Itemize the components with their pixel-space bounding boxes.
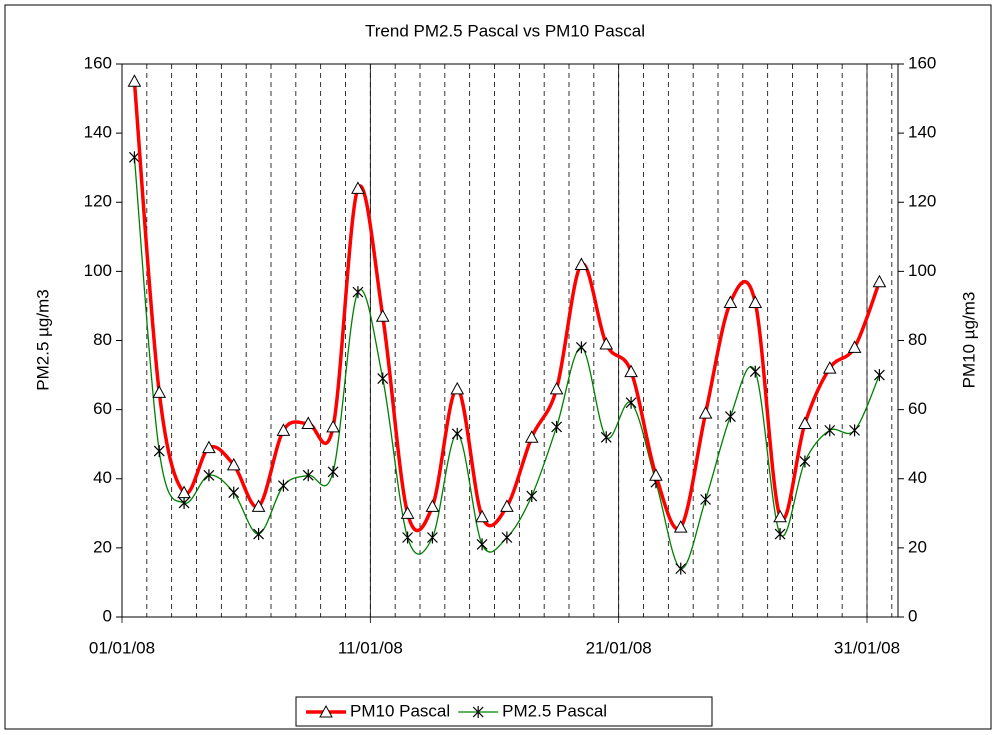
star-marker [625, 396, 637, 409]
star-marker [724, 410, 736, 423]
triangle-marker [500, 499, 514, 512]
star-marker [277, 479, 289, 492]
y2-axis-label: PM10 µg/m3 [959, 292, 978, 389]
star-marker [451, 427, 463, 440]
triangle-marker [127, 74, 142, 87]
triangle-marker [400, 506, 415, 519]
triangle-marker [475, 509, 489, 523]
star-marker [501, 531, 513, 544]
legend-box [295, 696, 713, 727]
triangle-marker [773, 509, 787, 523]
triangle-marker [202, 440, 216, 454]
star-marker [302, 469, 314, 482]
star-marker [426, 531, 438, 544]
triangle-marker [226, 457, 241, 471]
star-marker [228, 486, 240, 499]
y-axis-label: PM2.5 µg/m3 [33, 289, 52, 390]
chart-frame [4, 4, 992, 730]
y2-tick-label: 100 [908, 261, 936, 280]
triangle-marker [649, 468, 663, 481]
star-marker [128, 151, 140, 164]
triangle-marker [872, 274, 887, 288]
star-marker [849, 424, 861, 437]
triangle-marker [251, 499, 266, 512]
star-marker [476, 538, 488, 551]
y-tick-label: 80 [93, 330, 112, 349]
triangle-marker [301, 416, 316, 429]
triangle-marker [276, 423, 291, 436]
triangle-marker [574, 257, 589, 270]
star-marker [402, 531, 414, 544]
legend-label: PM2.5 Pascal [502, 701, 607, 720]
y2-tick-label: 120 [908, 192, 936, 211]
star-marker [203, 469, 215, 482]
x-tick-label: 31/01/08 [834, 638, 900, 657]
y-tick-label: 100 [84, 261, 112, 280]
triangle-marker [748, 295, 763, 308]
legend-marker [319, 704, 333, 718]
y2-tick-label: 20 [908, 537, 927, 556]
triangle-marker [425, 499, 440, 512]
star-marker [824, 424, 836, 437]
star-marker [799, 455, 811, 468]
y2-tick-label: 40 [908, 468, 927, 487]
star-marker [377, 372, 389, 385]
triangle-marker [798, 416, 812, 429]
y-tick-label: 40 [93, 468, 112, 487]
y-tick-label: 20 [93, 537, 112, 556]
star-marker [700, 493, 712, 506]
star-marker [352, 286, 364, 299]
star-marker [575, 341, 587, 354]
star-marker [253, 528, 265, 541]
legend-marker [472, 706, 484, 718]
triangle-marker [847, 340, 862, 353]
y2-tick-label: 60 [908, 399, 927, 418]
triangle-marker [326, 419, 340, 433]
star-marker [153, 445, 165, 458]
star-marker [551, 420, 563, 433]
y2-tick-label: 0 [908, 606, 917, 625]
y2-tick-label: 160 [908, 53, 936, 72]
triangle-marker [177, 485, 191, 499]
series-layer [127, 74, 887, 575]
triangle-marker [673, 520, 688, 533]
star-marker [327, 465, 339, 478]
triangle-marker [723, 295, 738, 308]
triangle-marker [698, 406, 713, 419]
x-tick-label: 21/01/08 [586, 638, 652, 657]
y-tick-label: 60 [93, 399, 112, 418]
y-tick-label: 0 [103, 606, 112, 625]
y-tick-label: 120 [84, 192, 112, 211]
star-marker [600, 431, 612, 444]
triangle-marker [549, 381, 564, 395]
y2-tick-label: 80 [908, 330, 927, 349]
triangle-marker [375, 309, 390, 322]
y2-tick-label: 140 [908, 123, 936, 142]
star-marker [873, 369, 885, 382]
star-marker [749, 365, 761, 378]
triangle-marker [152, 385, 167, 398]
chart-title: Trend PM2.5 Pascal vs PM10 Pascal [365, 21, 645, 40]
triangle-marker [822, 361, 837, 374]
star-marker [675, 562, 687, 575]
y-tick-label: 140 [84, 123, 112, 142]
y-tick-label: 160 [84, 53, 112, 72]
triangle-marker [599, 336, 614, 350]
x-tick-label: 01/01/08 [89, 638, 155, 657]
legend-label: PM10 Pascal [350, 701, 450, 720]
star-marker [178, 496, 190, 509]
triangle-marker [450, 381, 465, 395]
triangle-marker [351, 181, 365, 194]
x-tick-label: 11/01/08 [338, 638, 403, 657]
triangle-marker [624, 364, 638, 378]
triangle-marker [524, 430, 539, 443]
star-marker [526, 490, 538, 503]
star-marker [774, 528, 786, 541]
